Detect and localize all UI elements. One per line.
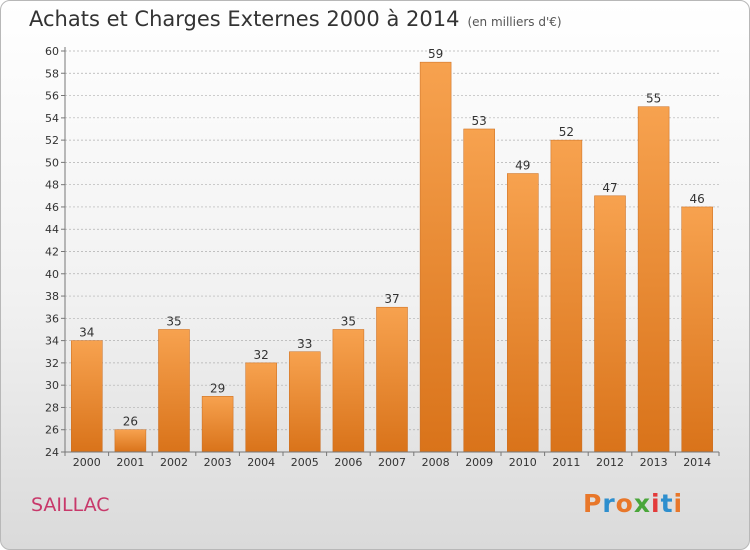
x-tick-label: 2009 bbox=[465, 456, 493, 469]
logo-letter: o bbox=[615, 489, 634, 518]
bar bbox=[158, 329, 190, 453]
y-tick-label: 36 bbox=[45, 312, 59, 325]
bar-value-label: 37 bbox=[384, 292, 399, 306]
y-tick-label: 52 bbox=[45, 134, 59, 147]
bar bbox=[594, 195, 626, 453]
y-tick-label: 44 bbox=[45, 223, 59, 236]
bar-value-label: 47 bbox=[602, 181, 617, 195]
bar-value-label: 29 bbox=[210, 381, 225, 395]
bar bbox=[681, 206, 713, 453]
axes bbox=[64, 47, 719, 453]
bar bbox=[289, 351, 321, 453]
x-tick-label: 2006 bbox=[334, 456, 362, 469]
y-tick-label: 28 bbox=[45, 401, 59, 414]
logo-letter: t bbox=[660, 489, 674, 518]
y-tick-label: 24 bbox=[45, 446, 59, 459]
logo-letter: i bbox=[651, 489, 661, 518]
x-tick-label: 2002 bbox=[160, 456, 188, 469]
x-tick-label: 2008 bbox=[422, 456, 450, 469]
bar-value-label: 32 bbox=[254, 348, 269, 362]
chart-title: Achats et Charges Externes 2000 à 2014 (e… bbox=[29, 7, 562, 31]
y-tick-label: 50 bbox=[45, 156, 59, 169]
bar-value-label: 26 bbox=[123, 415, 138, 429]
x-tick-label: 2010 bbox=[509, 456, 537, 469]
bar bbox=[637, 106, 670, 453]
bar bbox=[419, 61, 452, 453]
chart-title-text: Achats et Charges Externes 2000 à 2014 bbox=[29, 7, 460, 31]
logo-letter: r bbox=[602, 489, 616, 518]
y-tick-label: 46 bbox=[45, 201, 59, 214]
bar-value-label: 53 bbox=[472, 114, 487, 128]
proxiti-logo[interactable]: Proxiti bbox=[583, 489, 683, 518]
x-tick-label: 2014 bbox=[683, 456, 711, 469]
bar bbox=[376, 306, 408, 453]
bar bbox=[71, 340, 103, 453]
bar bbox=[245, 362, 277, 453]
bar bbox=[332, 329, 365, 453]
bar-value-label: 49 bbox=[515, 159, 530, 173]
logo-letter: x bbox=[633, 489, 651, 518]
bar bbox=[550, 139, 583, 453]
y-tick-label: 58 bbox=[45, 67, 59, 80]
x-tick-label: 2005 bbox=[291, 456, 319, 469]
bar bbox=[507, 173, 539, 453]
bar-value-label: 35 bbox=[341, 314, 356, 328]
y-tick-label: 34 bbox=[45, 335, 59, 348]
bar bbox=[463, 128, 495, 453]
logo-letter: i bbox=[673, 489, 684, 518]
bars: 34 26 35 29 32 33 35 37 59 53 49 52 47 55 46 bbox=[71, 47, 713, 453]
bar bbox=[201, 396, 234, 453]
x-tick-label: 2001 bbox=[116, 456, 144, 469]
x-axis-ticks: 2000 2001 2002 2003 2004 2005 2006 2007 2008 2009… bbox=[64, 452, 720, 469]
x-tick-label: 2004 bbox=[247, 456, 275, 469]
logo-letter: P bbox=[583, 489, 603, 518]
x-tick-label: 2012 bbox=[596, 456, 624, 469]
bar bbox=[114, 429, 147, 453]
x-tick-label: 2003 bbox=[204, 456, 232, 469]
bar-value-label: 59 bbox=[428, 47, 443, 61]
bar-value-label: 46 bbox=[690, 192, 705, 206]
bar-value-label: 35 bbox=[166, 314, 181, 328]
y-tick-label: 32 bbox=[45, 357, 59, 370]
bar-value-label: 55 bbox=[646, 92, 661, 106]
y-tick-label: 60 bbox=[45, 45, 59, 58]
bar-value-label: 34 bbox=[79, 326, 94, 340]
x-tick-label: 2007 bbox=[378, 456, 406, 469]
chart-subtitle: (en milliers d'€) bbox=[467, 15, 562, 29]
commune-name: SAILLAC bbox=[31, 494, 110, 516]
y-tick-label: 40 bbox=[45, 268, 59, 281]
y-tick-label: 56 bbox=[45, 90, 59, 103]
y-tick-label: 54 bbox=[45, 112, 59, 125]
y-tick-label: 26 bbox=[45, 424, 59, 437]
bar-value-label: 33 bbox=[297, 337, 312, 351]
y-tick-label: 42 bbox=[45, 246, 59, 259]
y-tick-label: 48 bbox=[45, 179, 59, 192]
y-tick-label: 30 bbox=[45, 379, 59, 392]
x-tick-label: 2000 bbox=[73, 456, 101, 469]
x-tick-label: 2013 bbox=[640, 456, 668, 469]
y-axis-ticks: 24 26 28 30 32 34 36 38 40 42 44 46 48 50 52 54 56 58 60 bbox=[45, 45, 65, 459]
y-tick-label: 38 bbox=[45, 290, 59, 303]
bar-value-label: 52 bbox=[559, 125, 574, 139]
x-tick-label: 2011 bbox=[552, 456, 580, 469]
